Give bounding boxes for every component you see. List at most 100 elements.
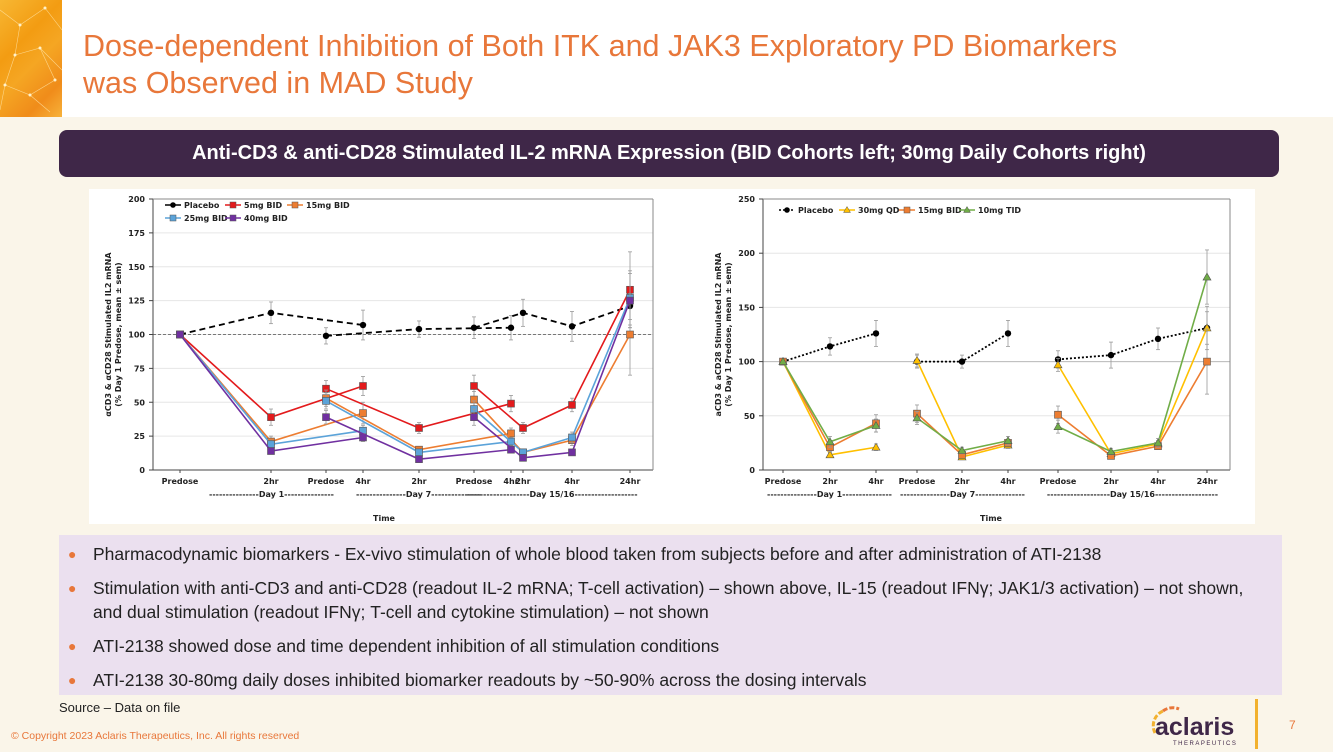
legend: Placebo 30mg QD 15mg BID 10mg TID xyxy=(779,206,1021,215)
data-point xyxy=(470,413,478,421)
charts-svg: 0 25 50 75 100 125 150 175 200 αCD3 & αCD28 Stimu… xyxy=(104,195,1231,523)
brand-subtitle: THERAPEUTICS xyxy=(1173,741,1237,747)
data-point xyxy=(415,424,423,432)
data-point xyxy=(470,382,478,390)
data-point xyxy=(1107,351,1115,359)
data-point xyxy=(1154,335,1162,343)
data-point xyxy=(1053,360,1063,369)
series-15mg-bid xyxy=(176,293,634,457)
y-axis-label: aCD3 & aCD28 Stimulated IL2 mRNA xyxy=(714,252,723,417)
series-line xyxy=(1057,276,1208,453)
y-tick-label: 50 xyxy=(744,412,756,421)
series-line xyxy=(916,360,1009,458)
chart-banner: Anti-CD3 & anti-CD28 Stimulated IL-2 mRN… xyxy=(59,130,1279,177)
legend-label: 10mg TID xyxy=(978,206,1021,215)
data-point xyxy=(568,401,576,409)
series-line xyxy=(917,332,1009,363)
x-tick-label: Predose xyxy=(308,477,345,486)
data-point xyxy=(176,330,184,339)
decorative-network-tile xyxy=(0,0,62,117)
bullet-text: ATI-2138 30-80mg daily doses inhibited b… xyxy=(93,670,867,690)
series-line xyxy=(1057,327,1208,455)
data-point xyxy=(267,413,275,421)
data-point xyxy=(359,321,367,329)
series-line xyxy=(782,361,877,449)
data-point xyxy=(568,448,576,457)
data-point xyxy=(568,323,576,330)
legend-label: 40mg BID xyxy=(244,214,288,223)
legend-label: 25mg BID xyxy=(184,214,228,223)
bullet-dot-icon: ● xyxy=(68,580,77,596)
legend-marker xyxy=(784,207,790,213)
x-axis-title: Time xyxy=(373,514,396,523)
series-5mg-bid xyxy=(176,251,634,434)
page-number: 7 xyxy=(1289,718,1296,732)
data-point xyxy=(826,343,834,350)
x-tick-label: Predose xyxy=(162,477,199,486)
series-line xyxy=(473,334,631,454)
x-tick-label: 4hr xyxy=(1000,477,1015,486)
data-point xyxy=(507,429,515,438)
data-point xyxy=(871,420,881,429)
data-point xyxy=(1003,436,1013,445)
legend-marker xyxy=(229,201,237,209)
bullet-text: Pharmacodynamic biomarkers - Ex-vivo sti… xyxy=(93,544,1102,564)
data-point xyxy=(507,324,515,331)
x-axis-title: Time xyxy=(980,514,1003,523)
x-tick-label: 4hr xyxy=(1150,477,1165,486)
data-point xyxy=(415,448,423,457)
x-group-label: ---------------Day 7--------------- xyxy=(900,490,1025,499)
legend-marker xyxy=(903,206,911,214)
data-point xyxy=(1053,422,1063,430)
legend-label: 15mg BID xyxy=(306,201,350,210)
data-point xyxy=(1106,446,1116,455)
data-point xyxy=(1203,357,1211,366)
legend-marker xyxy=(170,202,176,208)
x-group-label: ---------------Day 7--------------- xyxy=(356,490,481,499)
bullet-dot-icon: ● xyxy=(68,638,77,654)
data-point xyxy=(825,450,835,459)
legend-marker xyxy=(229,214,237,222)
data-point xyxy=(359,409,367,417)
chart-daily-cohorts: 0 50 100 150 200 250 aCD3 & aCD28 Stimulated I… xyxy=(714,195,1231,523)
x-tick-label: 4hr xyxy=(503,477,518,486)
y-tick-label: 100 xyxy=(128,331,145,340)
x-tick-label: 2hr xyxy=(822,477,837,486)
source-note: Source – Data on file xyxy=(59,700,181,715)
series-line xyxy=(782,361,877,443)
legend-label: 30mg QD xyxy=(858,206,900,215)
series-15mg-bid xyxy=(779,328,1211,460)
bullet-dot-icon: ● xyxy=(68,546,77,562)
series-line xyxy=(1057,327,1208,361)
data-point xyxy=(415,455,423,463)
slide-title: Dose-dependent Inhibition of Both ITK an… xyxy=(83,28,1117,102)
data-point xyxy=(778,356,788,365)
data-point xyxy=(825,437,835,446)
bullet-text: ATI-2138 showed dose and time dependent … xyxy=(93,636,720,656)
x-tick-label: Predose xyxy=(1040,477,1077,486)
data-point xyxy=(519,454,527,462)
x-tick-label: 2hr xyxy=(263,477,278,486)
title-line-2: was Observed in MAD Study xyxy=(83,66,473,100)
x-group-label: -------------------Day 15/16------------… xyxy=(466,490,637,499)
y-axis-label: αCD3 & αCD28 Stimulated IL2 mRNA xyxy=(104,252,113,417)
series-line xyxy=(179,333,364,446)
x-tick-label: 2hr xyxy=(1103,477,1118,486)
x-tick-label: 24hr xyxy=(620,477,641,486)
series-line xyxy=(473,305,631,329)
data-point xyxy=(872,330,880,337)
data-point xyxy=(568,433,576,442)
series-line xyxy=(473,297,631,454)
data-point xyxy=(912,413,922,422)
series-40mg-bid xyxy=(176,273,634,463)
brand-name: aclaris xyxy=(1155,713,1234,741)
data-point xyxy=(322,397,330,405)
y-axis-label-sub: (% Day 1 Predose, mean ± sem) xyxy=(724,262,733,406)
bullet-list: ● Pharmacodynamic biomarkers - Ex-vivo s… xyxy=(59,535,1282,695)
y-tick-label: 200 xyxy=(128,195,145,204)
legend-marker xyxy=(291,201,299,209)
data-point xyxy=(267,309,275,317)
legend-label: Placebo xyxy=(184,201,220,210)
title-line-1: Dose-dependent Inhibition of Both ITK an… xyxy=(83,29,1118,63)
data-point xyxy=(912,355,922,364)
